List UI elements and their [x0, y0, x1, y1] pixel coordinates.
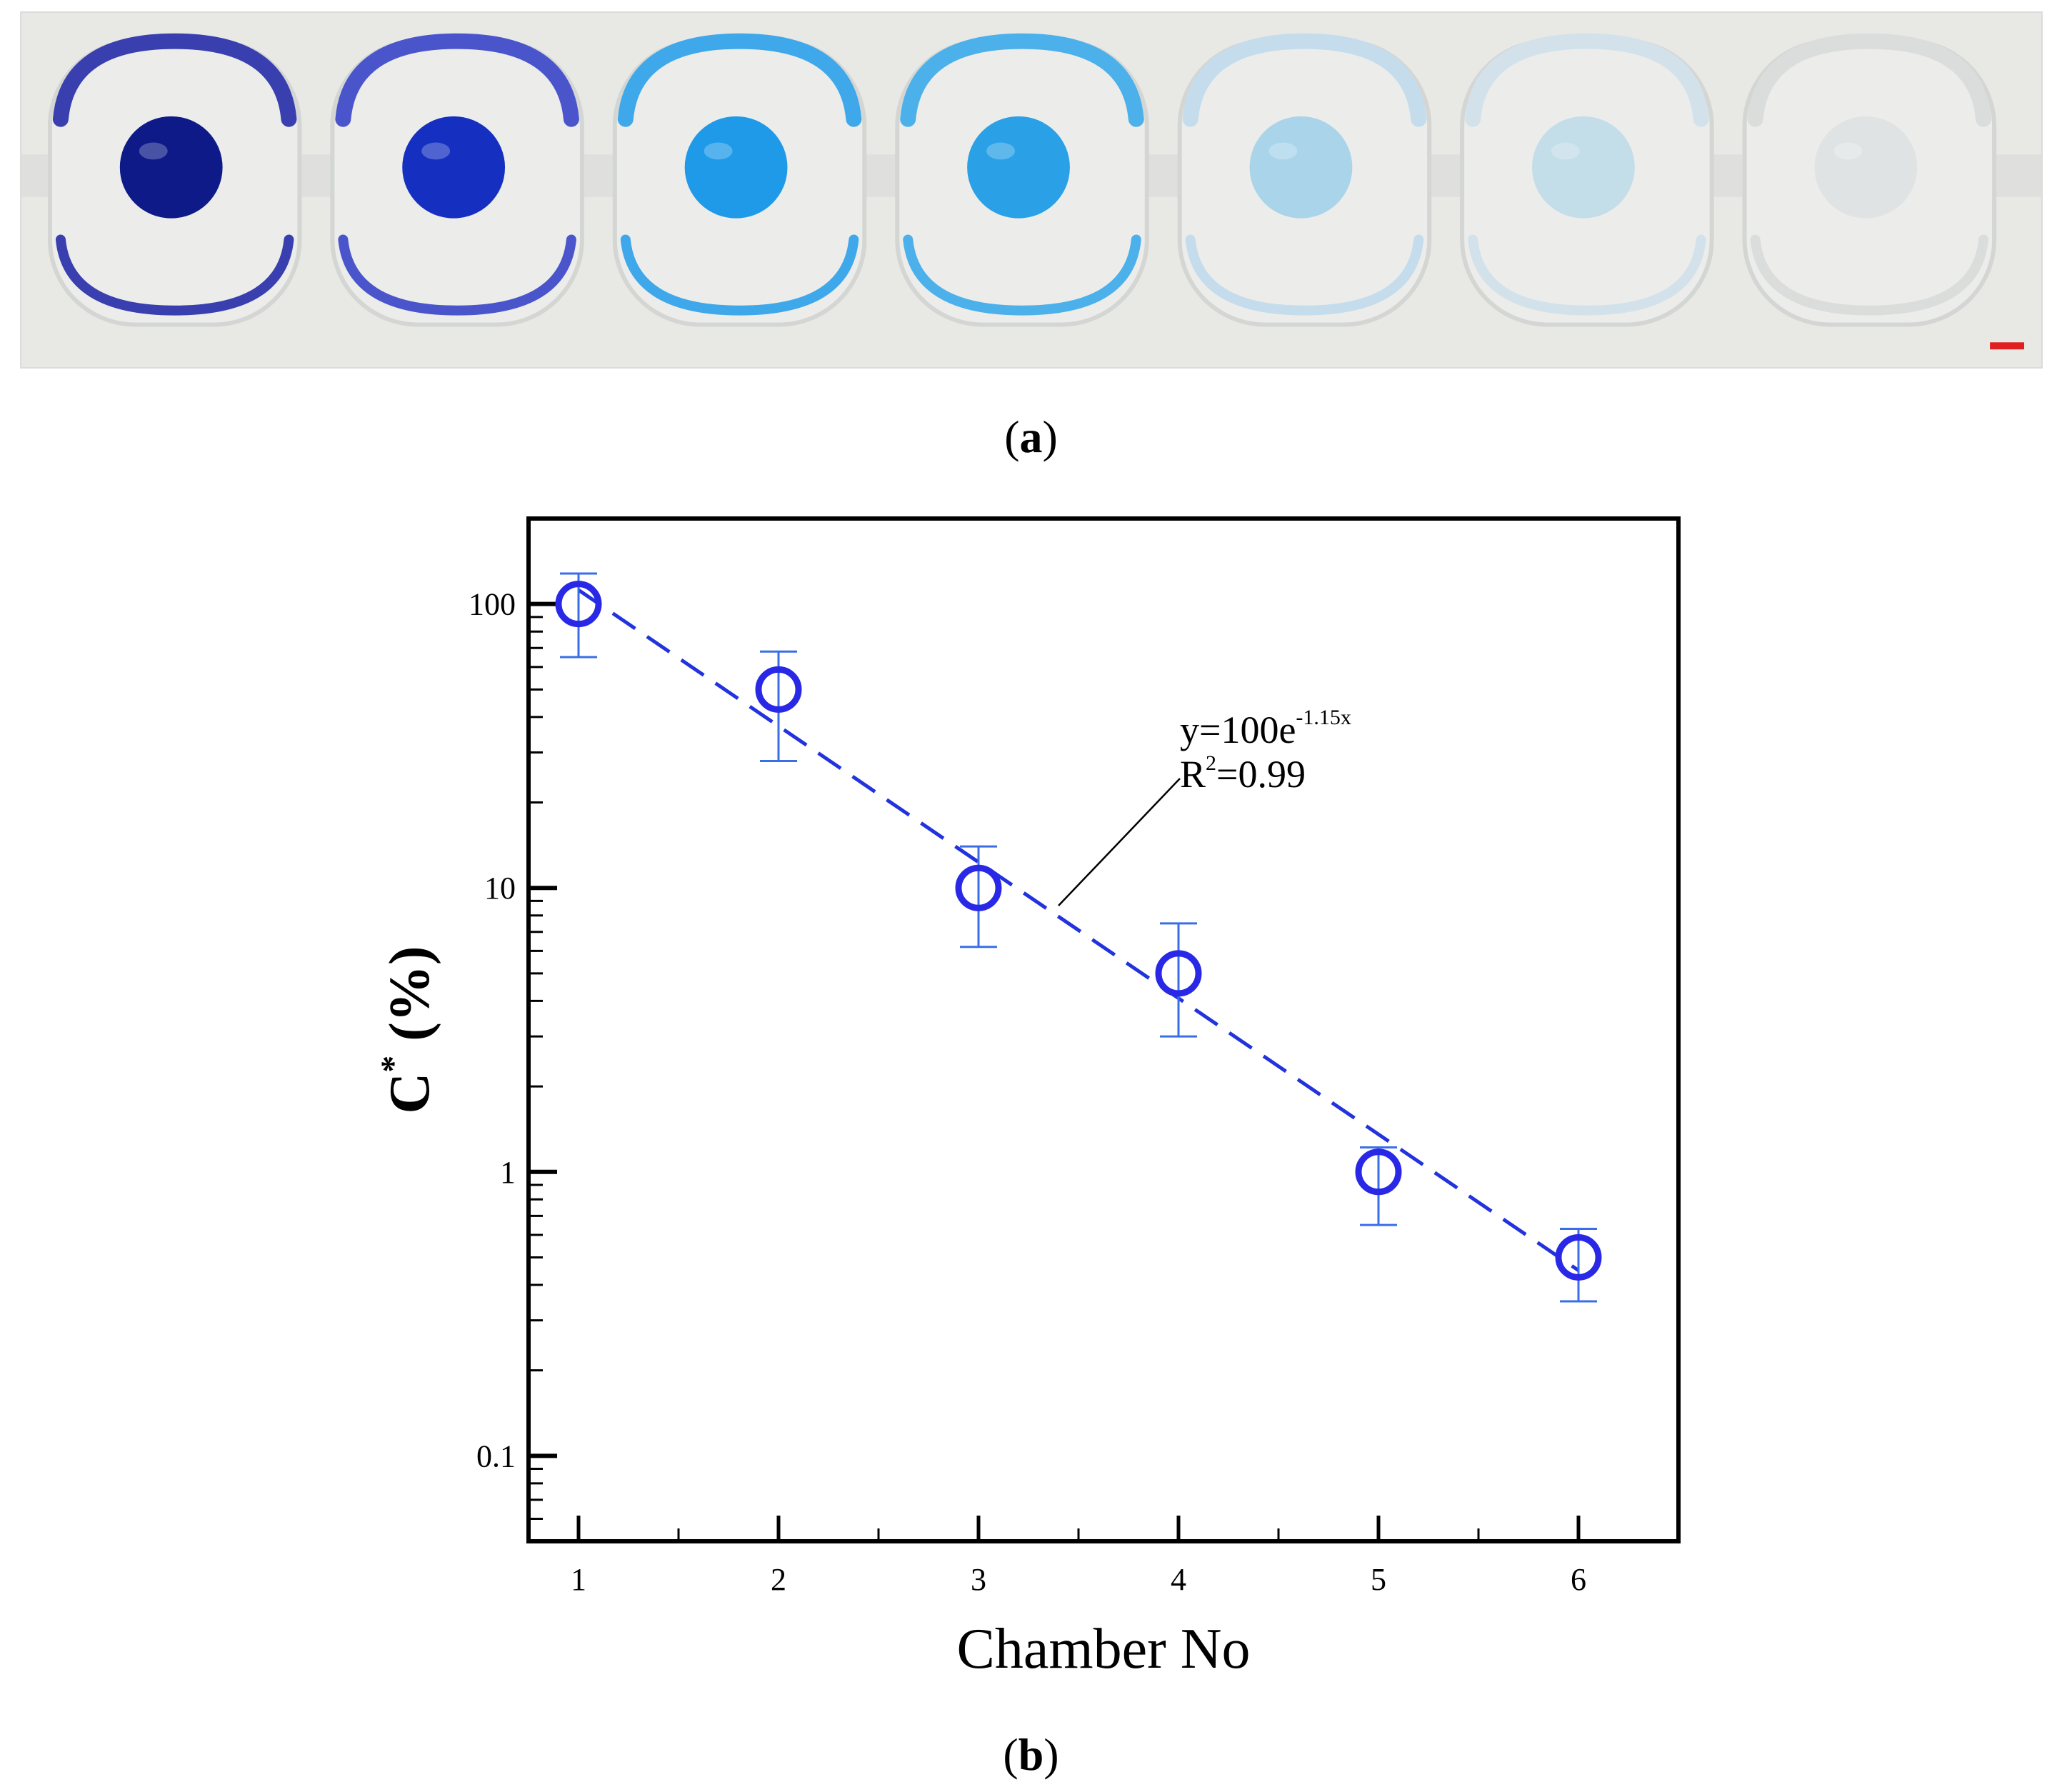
- x-tick-label: 4: [1171, 1562, 1186, 1597]
- fit-equation: y=100e-1.15x: [1180, 706, 1351, 751]
- chamber-upper-rim: [1465, 33, 1709, 127]
- x-tick-label: 2: [771, 1562, 786, 1597]
- error-bar: [560, 572, 597, 659]
- fit-annotation: y=100e-1.15x R2=0.99: [1058, 706, 1351, 906]
- chamber-lower-rim: [338, 234, 576, 316]
- scale-bar: [1990, 342, 2025, 350]
- chamber-photo: [20, 11, 2043, 369]
- x-tick-label: 1: [571, 1562, 586, 1597]
- error-bar: [960, 845, 997, 948]
- data-point: [755, 666, 802, 713]
- droplet-highlight: [704, 142, 733, 160]
- fit-line-group: [577, 589, 1580, 1272]
- chamber-lower-rim: [903, 234, 1141, 316]
- droplet-highlight: [1551, 142, 1580, 160]
- chamber-upper-rim: [617, 33, 862, 127]
- chamber-upper-rim: [52, 33, 297, 127]
- droplet-highlight: [1833, 142, 1863, 160]
- y-axis-label-unit: (%): [379, 946, 441, 1055]
- panel-letter-b: b: [1018, 1729, 1044, 1780]
- fit-r-squared: R2=0.99: [1180, 751, 1306, 796]
- data-point: [1555, 1233, 1602, 1281]
- y-axis-label: C* (%): [374, 946, 441, 1113]
- droplet-highlight: [986, 142, 1016, 160]
- chamber-well: [330, 33, 584, 327]
- chamber-upper-rim: [1182, 33, 1427, 127]
- error-bar: [1560, 1228, 1597, 1303]
- annotation-leader-line: [1058, 778, 1181, 906]
- dye-droplet: [1532, 116, 1635, 219]
- droplet-highlight: [1268, 142, 1298, 160]
- data-point: [1355, 1148, 1402, 1196]
- chamber-well: [1460, 33, 1714, 327]
- panel-letter-a: a: [1019, 411, 1043, 462]
- panel-label-a: (a): [1004, 411, 1058, 462]
- x-tick-label: 6: [1571, 1562, 1586, 1597]
- chamber-photo-drawing: [21, 13, 2041, 367]
- droplet-highlight: [421, 142, 451, 160]
- chamber-well: [895, 33, 1149, 327]
- fit-line: [577, 589, 1580, 1272]
- fit-equation-base: y=100e: [1180, 709, 1296, 751]
- chamber-lower-rim: [1468, 234, 1706, 316]
- data-point: [1155, 950, 1202, 997]
- error-bars: [560, 572, 1597, 1303]
- fit-r-value: =0.99: [1216, 753, 1306, 796]
- x-tick-label: 3: [971, 1562, 986, 1597]
- fit-r-base: R: [1180, 753, 1206, 796]
- chamber-upper-rim: [900, 33, 1144, 127]
- chamber-upper-rim: [335, 33, 579, 127]
- x-axis-label: Chamber No: [956, 1618, 1250, 1681]
- y-tick-label: 10: [484, 871, 516, 906]
- data-markers: [555, 581, 1602, 1281]
- fit-r-sup: 2: [1206, 751, 1216, 775]
- chamber-well: [1742, 33, 1997, 327]
- y-axis-label-sup: *: [374, 1056, 412, 1073]
- chamber-well: [47, 33, 302, 327]
- y-axis-label-main: C: [379, 1073, 441, 1114]
- chamber-lower-rim: [55, 234, 294, 316]
- y-tick-label: 0.1: [476, 1438, 516, 1473]
- y-tick-label: 1: [500, 1155, 516, 1190]
- fit-equation-exponent: -1.15x: [1296, 706, 1351, 729]
- chamber-lower-rim: [1185, 234, 1424, 316]
- chamber-well: [1177, 33, 1432, 327]
- dye-droplet: [967, 116, 1070, 219]
- data-point: [555, 581, 602, 628]
- dye-droplet: [1249, 116, 1353, 219]
- chamber-well: [612, 33, 867, 327]
- panel-label-b: (b): [1003, 1729, 1059, 1780]
- dye-droplet: [402, 116, 506, 219]
- chamber-lower-rim: [1750, 234, 1989, 316]
- dye-droplet: [119, 116, 223, 219]
- axes: 1 2 3 4 5 6 0.1 1 10 100: [469, 516, 1681, 1597]
- droplet-highlight: [139, 142, 168, 160]
- error-bar: [1360, 1146, 1397, 1226]
- dye-droplet: [684, 116, 788, 219]
- data-point: [955, 864, 1002, 911]
- dye-droplet: [1814, 116, 1918, 219]
- y-tick-label: 100: [469, 587, 516, 622]
- chamber-upper-rim: [1747, 33, 1992, 127]
- plot-frame: [526, 516, 1681, 1543]
- x-tick-label: 5: [1371, 1562, 1386, 1597]
- chamber-lower-rim: [620, 234, 859, 316]
- error-bar: [1160, 922, 1197, 1038]
